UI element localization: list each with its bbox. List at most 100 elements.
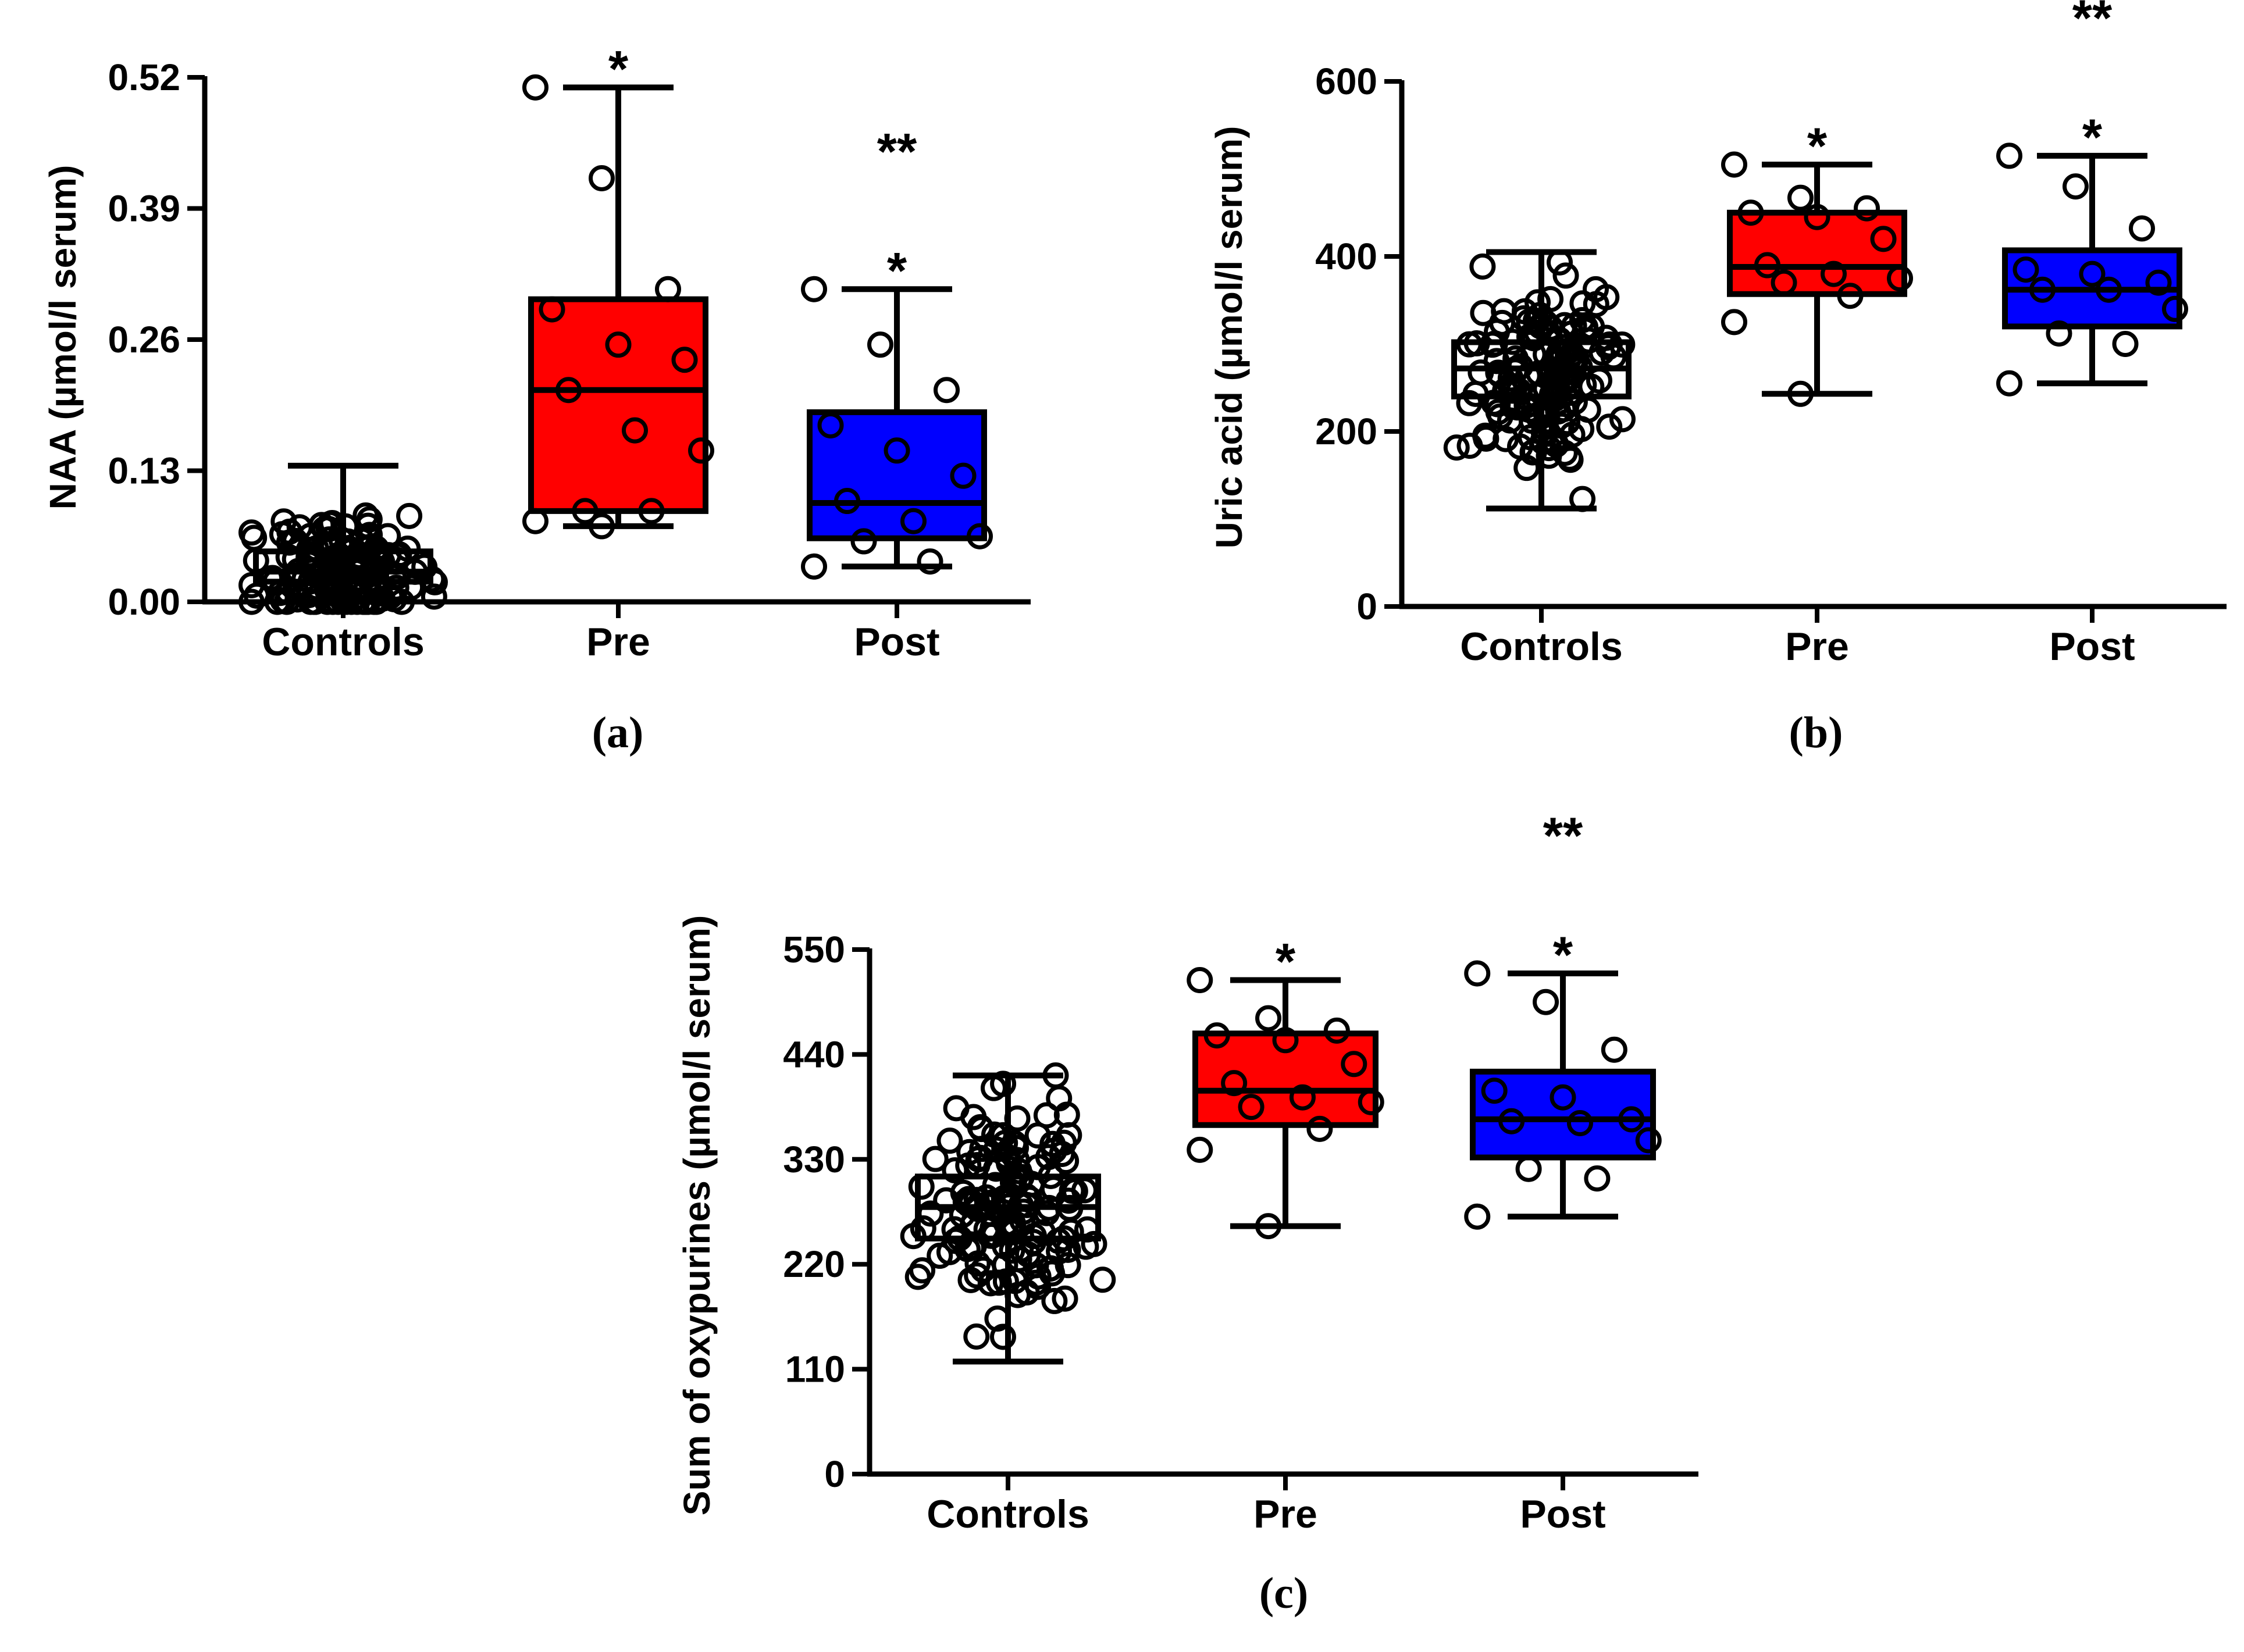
data-point [834,488,860,515]
data-point [2129,215,2155,242]
data-point [1018,1171,1045,1197]
data-point [1996,142,2022,169]
data-point [1289,1084,1316,1111]
data-point [1561,312,1587,339]
data-point [1609,406,1636,433]
data-point [1464,1203,1491,1230]
data-point [1039,1130,1066,1157]
chart-panel-1: 0.00 0.13 0.26 0.39 0.52 NAA (µmol/l serum) Co… [42,40,1031,757]
box-post: *** [1464,807,1662,1230]
data-point [1238,1094,1265,1121]
data-point [1485,398,1512,425]
data-point [884,437,910,464]
data-point [1052,1285,1078,1312]
y-axis-label: NAA (µmol/l serum) [42,165,84,510]
data-point [985,1269,1012,1296]
data-point [1566,1109,1593,1136]
data-point [1550,1084,1576,1111]
data-point [297,523,324,550]
x-tick-label: Post [2049,625,2135,669]
data-point [934,377,960,404]
data-point [900,508,927,534]
data-point [2063,173,2089,200]
data-point [572,498,599,524]
data-point [322,577,348,604]
y-tick-label: 0 [1356,586,1377,627]
box-controls [1443,249,1636,512]
data-point [1533,341,1559,368]
data-point [1221,1070,1248,1097]
significance-marker: ** [877,122,917,180]
data-point [1536,443,1562,469]
data-point [1569,486,1596,512]
y-tick-label: 550 [783,929,845,970]
data-point [362,559,389,586]
data-point [1543,370,1569,397]
y-tick-label: 0.26 [108,319,180,361]
data-point [1887,265,1913,292]
data-point [949,1201,975,1228]
data-point [386,541,412,568]
data-point [1534,401,1561,428]
y-tick-label: 200 [1315,411,1377,452]
significance-marker: * [1553,926,1573,983]
data-point [344,588,371,615]
data-point [977,1222,1003,1249]
data-point [1456,331,1483,358]
data-point [605,331,632,358]
data-point [817,412,844,438]
data-point [1006,1246,1032,1272]
y-tick-label: 0.13 [108,450,180,492]
data-point [1255,1213,1282,1240]
y-tick-label: 600 [1315,60,1377,102]
box-controls [900,1062,1116,1365]
data-point [2079,261,2106,287]
data-point [622,417,648,444]
data-point [1187,1136,1213,1163]
data-point [917,1200,944,1227]
data-point [981,1121,1008,1148]
data-point [311,516,338,543]
chart-panel-3: 0 110 220 330 440 550 Sum of oxypurines (µmol/… [676,807,1698,1618]
data-point [1187,966,1213,993]
data-point [1443,434,1470,461]
data-point [280,528,307,555]
data-point [963,1323,990,1350]
data-point [354,588,381,615]
data-point [238,519,265,546]
data-point [1771,269,1797,296]
data-point [1595,334,1622,361]
data-point [967,523,993,550]
data-point [1323,1017,1350,1044]
data-point [1469,253,1496,280]
data-point [850,528,877,555]
data-point [325,588,351,615]
data-point [942,1157,968,1184]
data-point [2029,276,2056,303]
data-point [995,1146,1021,1172]
data-point [957,1266,984,1293]
data-point [1523,319,1550,346]
data-point [1464,960,1491,987]
data-point [964,1250,991,1277]
data-point [984,1305,1011,1332]
data-point [1341,1051,1367,1077]
data-point [396,502,423,529]
box-pre: * [522,40,714,540]
data-point [638,498,665,524]
data-point [1074,1216,1100,1243]
x-tick-label: Post [854,620,939,664]
panel-label: (c) [1259,1569,1308,1618]
data-point [522,74,548,101]
data-point [1050,1225,1077,1252]
data-point [2145,269,2172,296]
data-point [1586,367,1612,394]
data-point [1721,151,1747,178]
data-point [990,1071,1017,1097]
data-point [1007,1192,1034,1219]
data-point [1569,290,1596,317]
data-point [1787,380,1814,407]
data-point [1003,1147,1030,1173]
box-pre: * [1187,932,1384,1240]
